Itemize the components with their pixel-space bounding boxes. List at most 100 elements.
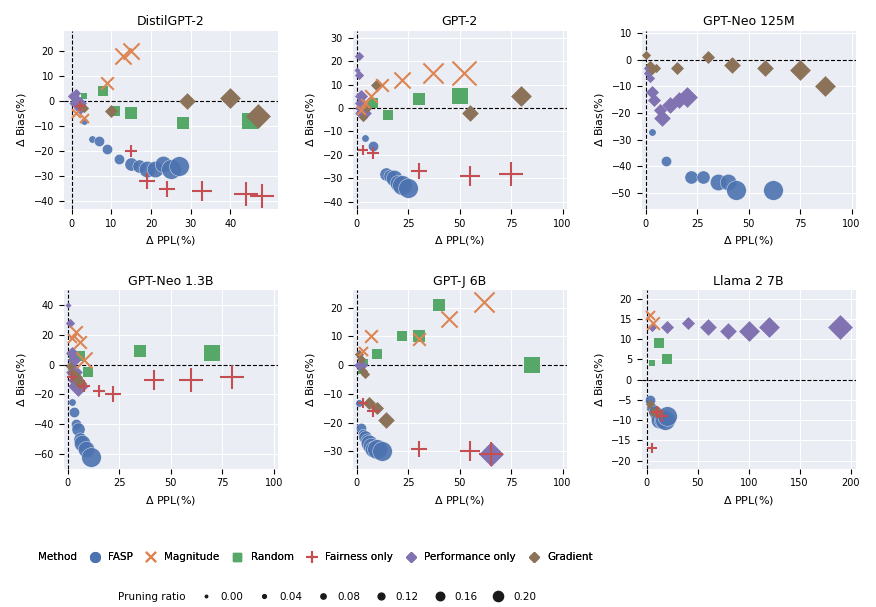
Point — [354, 106, 368, 115]
Point — [395, 331, 409, 341]
Point — [701, 52, 715, 62]
Point — [456, 68, 470, 78]
Point — [358, 358, 372, 367]
Point — [96, 86, 110, 96]
Point — [371, 349, 385, 359]
Point — [356, 366, 370, 376]
Point — [645, 444, 659, 453]
Point — [646, 318, 660, 328]
Point — [766, 185, 781, 195]
Point — [680, 92, 694, 102]
Point — [69, 419, 83, 429]
Point — [101, 78, 115, 88]
Point — [101, 144, 115, 154]
Point — [112, 154, 126, 163]
Point — [76, 114, 90, 123]
X-axis label: $\Delta$ PPL(%): $\Delta$ PPL(%) — [723, 494, 774, 507]
Point — [653, 106, 668, 115]
Point — [140, 164, 154, 174]
Point — [375, 80, 389, 89]
Point — [358, 369, 372, 379]
Point — [381, 110, 395, 120]
Point — [84, 134, 98, 143]
Point — [650, 411, 664, 421]
Point — [67, 407, 81, 417]
Point — [68, 93, 82, 103]
Point — [75, 439, 89, 449]
Point — [104, 106, 118, 116]
Point — [65, 397, 79, 407]
Point — [354, 98, 368, 108]
Point — [352, 70, 366, 80]
Point — [352, 349, 366, 359]
Point — [76, 91, 90, 101]
Point — [124, 159, 138, 169]
Point — [426, 68, 440, 78]
Point — [205, 348, 219, 358]
Point — [65, 348, 79, 358]
Point — [225, 371, 239, 381]
Point — [643, 395, 657, 405]
Point — [661, 322, 675, 332]
Point — [68, 109, 82, 118]
Point — [124, 109, 138, 118]
Point — [655, 415, 669, 425]
Point — [463, 171, 477, 181]
Point — [730, 185, 744, 195]
Title: GPT-Neo 1.3B: GPT-Neo 1.3B — [128, 275, 214, 288]
Y-axis label: $\Delta$ Bias(%): $\Delta$ Bias(%) — [304, 352, 317, 407]
Y-axis label: $\Delta$ Bias(%): $\Delta$ Bias(%) — [15, 92, 28, 147]
Point — [366, 98, 380, 108]
Point — [391, 178, 405, 188]
Point — [364, 331, 378, 341]
Point — [645, 403, 659, 413]
Point — [356, 112, 370, 122]
Point — [395, 180, 409, 190]
Point — [92, 387, 106, 396]
Point — [147, 375, 161, 384]
Point — [525, 361, 539, 370]
Point — [74, 351, 88, 361]
Point — [663, 100, 677, 110]
X-axis label: $\Delta$ PPL(%): $\Delta$ PPL(%) — [434, 494, 485, 507]
Point — [356, 346, 370, 356]
Point — [833, 322, 847, 332]
Point — [514, 92, 528, 101]
Point — [360, 103, 374, 113]
Point — [484, 450, 498, 459]
Point — [364, 92, 378, 101]
Point — [364, 441, 378, 450]
Point — [645, 127, 659, 137]
Point — [63, 318, 77, 328]
Point — [65, 91, 79, 101]
Point — [650, 407, 664, 417]
Point — [352, 361, 366, 370]
Point — [352, 398, 366, 407]
Point — [358, 98, 372, 108]
Point — [645, 359, 659, 368]
Point — [67, 367, 81, 377]
Point — [354, 361, 368, 370]
Point — [251, 111, 265, 121]
Point — [639, 50, 653, 59]
Point — [371, 404, 385, 413]
Point — [81, 367, 95, 377]
Point — [660, 156, 674, 166]
Point — [696, 172, 710, 181]
Point — [661, 411, 675, 421]
X-axis label: $\Delta$ PPL(%): $\Delta$ PPL(%) — [723, 234, 774, 247]
Point — [65, 367, 79, 377]
X-axis label: $\Delta$ PPL(%): $\Delta$ PPL(%) — [145, 234, 196, 247]
Point — [65, 353, 79, 362]
Point — [69, 371, 83, 381]
Point — [69, 375, 83, 384]
Point — [73, 104, 87, 114]
Point — [650, 407, 664, 417]
Point — [74, 337, 88, 347]
Point — [109, 106, 123, 116]
Point — [672, 95, 686, 104]
Point — [477, 297, 491, 307]
Point — [649, 63, 663, 73]
Point — [484, 450, 498, 459]
Point — [352, 52, 366, 61]
